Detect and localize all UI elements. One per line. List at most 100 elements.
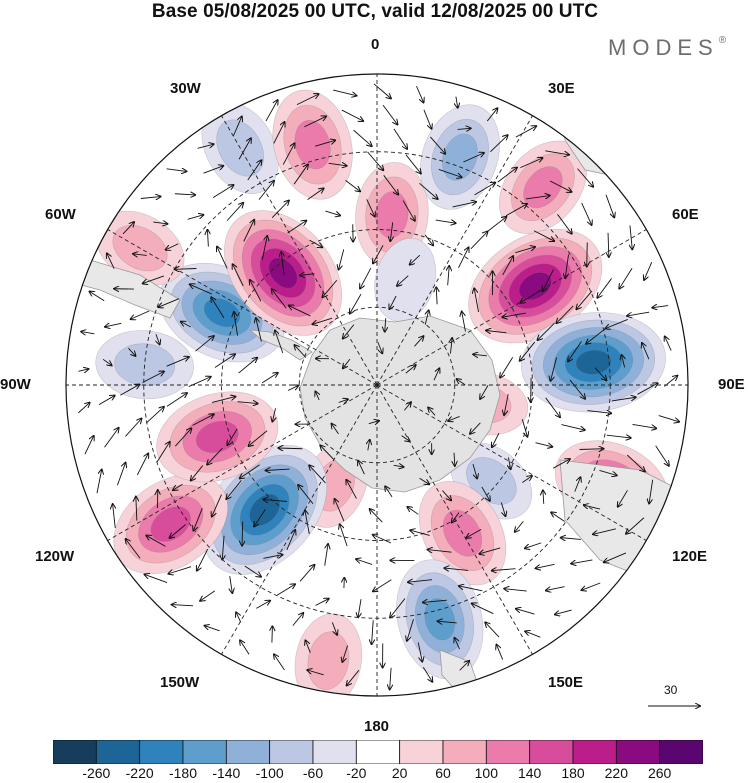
wind-vector [593, 528, 616, 534]
wind-vector [233, 264, 244, 287]
wind-vector [433, 368, 439, 381]
wind-vector [457, 379, 466, 386]
wind-vector [261, 236, 267, 260]
colorbar-segment-9 [442, 740, 487, 764]
wind-vector [282, 143, 294, 165]
wind-vector [549, 180, 571, 192]
wind-vector [642, 343, 650, 360]
wind-vector [622, 355, 625, 368]
wind-vector [254, 509, 266, 526]
wind-vector [644, 261, 653, 280]
wind-vector [230, 576, 233, 593]
wind-vector [581, 202, 592, 225]
wind-vector [373, 535, 392, 544]
wind-vector [536, 563, 555, 568]
wind-vector [455, 638, 460, 650]
wind-vector [322, 279, 338, 297]
wind-vector [586, 328, 606, 344]
wind-vector [131, 310, 150, 319]
wind-vector [360, 267, 372, 288]
graticule [66, 74, 688, 696]
wind-vector [428, 408, 436, 416]
colorbar-segment-2 [139, 740, 184, 764]
wind-vector [273, 122, 285, 144]
wind-vector [320, 445, 335, 460]
wind-vector [459, 586, 483, 592]
wind-vector [214, 354, 235, 368]
wind-vector [545, 150, 569, 155]
wind-vector [520, 341, 536, 361]
wind-vector [606, 435, 631, 438]
wind-vector [286, 530, 295, 551]
wind-vector [191, 465, 204, 481]
wind-vector [236, 612, 242, 623]
wind-vector [569, 379, 585, 399]
wind-vector [545, 397, 560, 417]
wind-vector [172, 605, 194, 606]
wind-vector [366, 199, 375, 216]
wind-vector [372, 620, 374, 644]
wind-vector [200, 590, 216, 601]
wind-vector [538, 322, 555, 340]
wind-vector [332, 424, 339, 435]
wind-vector [205, 626, 220, 632]
colorbar-tick-label: -180 [168, 765, 198, 781]
colorbar-tick-label: -20 [346, 765, 367, 781]
wind-vector [414, 336, 423, 347]
wind-vector [577, 168, 594, 187]
wind-vector [551, 512, 565, 522]
wind-vector [217, 247, 228, 269]
colorbar-segment-13 [615, 740, 661, 764]
wind-vector [128, 347, 135, 356]
wind-vector [490, 135, 507, 153]
wind-vector [579, 449, 604, 450]
anomaly-cell-19 [272, 89, 353, 200]
wind-vector [244, 565, 261, 577]
wind-vector [630, 225, 632, 249]
wind-vector [294, 345, 307, 358]
wind-vector [459, 661, 469, 671]
wind-vector [240, 464, 260, 478]
wind-vector [571, 559, 593, 564]
anomaly-cell-13 [156, 391, 279, 483]
colorbar [53, 740, 703, 764]
wind-vector [192, 414, 214, 426]
wind-vector [78, 369, 89, 371]
label-lon-60w: 60W [45, 206, 76, 223]
wind-vector [339, 249, 345, 269]
wind-vector [81, 332, 95, 334]
wind-vector [305, 510, 310, 535]
wind-vector [153, 222, 167, 224]
wind-vector [368, 440, 370, 451]
wind-vector [307, 188, 324, 201]
wind-vector [474, 183, 496, 196]
wind-vector [619, 268, 633, 288]
wind-vector [238, 138, 251, 160]
antarctica-continent [299, 315, 501, 493]
colorbar-tick-label: 100 [474, 765, 499, 781]
wind-vector [515, 247, 535, 254]
wind-vector [486, 108, 497, 122]
wind-vector [358, 461, 365, 475]
wind-vector [543, 490, 544, 504]
wind-vector [438, 621, 457, 623]
wind-vector [122, 222, 134, 235]
colorbar-tick-label: 20 [391, 765, 408, 781]
wind-vector [256, 601, 270, 609]
anomaly-cell-12 [113, 474, 229, 575]
wind-vector [181, 322, 192, 328]
wind-vector [466, 528, 482, 537]
wind-vector [373, 83, 391, 98]
wind-vector [156, 334, 160, 344]
wind-vector [136, 497, 137, 521]
colorbar-segment-11 [529, 740, 574, 764]
wind-vector [222, 535, 224, 560]
colorbar-tick-label: 220 [604, 765, 629, 781]
wind-vector [452, 202, 476, 208]
wind-vector [463, 153, 483, 163]
colorbar-segment-1 [95, 740, 141, 764]
wind-vector [272, 626, 273, 643]
wind-vector [405, 154, 421, 174]
wind-vector [324, 544, 328, 566]
wind-vector [197, 144, 214, 149]
